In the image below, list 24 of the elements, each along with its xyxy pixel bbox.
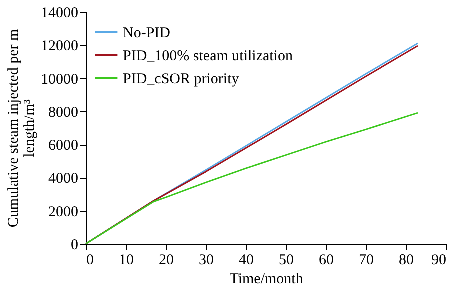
x-tick-label: 20 (159, 252, 174, 268)
y-tick-label: 0 (71, 238, 78, 254)
legend-label: PID_100% steam utilization (123, 48, 294, 64)
x-tick-label: 40 (239, 252, 254, 268)
x-tick-label: 60 (319, 252, 334, 268)
y-tick-label: 4000 (48, 171, 78, 188)
y-axis-title: Cumulative steam injected per m length/m³ (6, 29, 38, 228)
y-tick-label: 12000 (41, 38, 78, 55)
y-tick-label: 2000 (48, 204, 78, 220)
x-tick-label: 70 (359, 252, 374, 268)
x-tick-label: 10 (119, 252, 134, 268)
x-tick-label: 50 (279, 252, 294, 268)
x-tick-label: 30 (199, 252, 214, 268)
x-axis-title: Time/month (230, 272, 304, 288)
y-tick-label: 10000 (41, 72, 78, 88)
line-series (85, 112, 419, 245)
legend-label: No-PID (123, 26, 171, 42)
y-tick-label: 6000 (48, 138, 78, 154)
x-tick-label: 80 (399, 252, 414, 268)
y-tick-label: 14000 (41, 6, 78, 22)
x-tick-label: 0 (86, 252, 94, 268)
y-tick-label: 8000 (48, 104, 78, 121)
x-tick-label: 90 (432, 252, 446, 268)
legend-label: PID_cSOR priority (123, 72, 240, 88)
